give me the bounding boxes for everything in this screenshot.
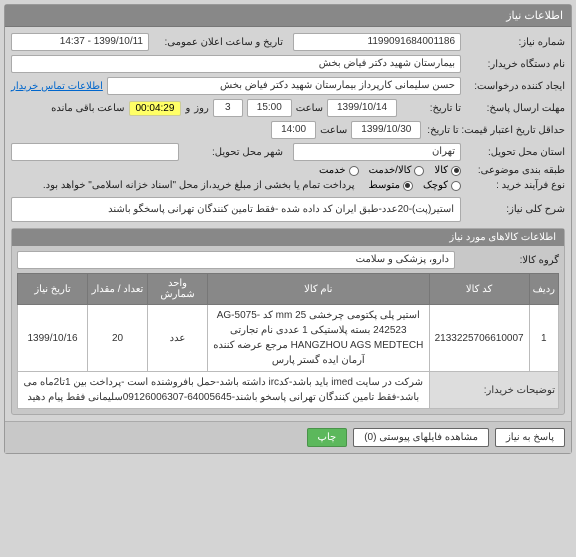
cell-unit: عدد bbox=[148, 305, 208, 372]
radio-dot-icon bbox=[451, 181, 461, 191]
attachments-button[interactable]: مشاهده فایلهای پیوستی (0) bbox=[353, 428, 489, 447]
radio-dot-icon bbox=[414, 166, 424, 176]
button-row: پاسخ به نیاز مشاهده فایلهای پیوستی (0) چ… bbox=[5, 421, 571, 453]
buyer-note-value: شرکت در سایت imed باید باشد-کدirc داشته … bbox=[18, 372, 430, 409]
need-no-value: 1199091684001186 bbox=[293, 33, 461, 51]
radio-small-label: کوچک bbox=[423, 180, 448, 191]
delivery-city-label: شهر محل تحویل: bbox=[183, 147, 283, 158]
category-label: طبقه بندی موضوعی: bbox=[465, 165, 565, 176]
cell-name: استیر پلی پکتومی چرخشی 25 mm کد AG-5075-… bbox=[208, 305, 430, 372]
contact-info-link[interactable]: اطلاعات تماس خریدار bbox=[11, 81, 103, 92]
radio-dot-icon bbox=[451, 166, 461, 176]
cell-need-date: 1399/10/16 bbox=[18, 305, 88, 372]
buyer-org-value: بیمارستان شهید دکتر فیاض بخش bbox=[11, 55, 461, 73]
deadline-valid-label: حداقل تاریخ اعتبار قیمت: تا تاریخ: bbox=[425, 125, 565, 136]
date1-value: 1399/10/14 bbox=[327, 99, 397, 117]
remain-label: ساعت باقی مانده bbox=[51, 103, 124, 114]
public-time-value: 1399/10/11 - 14:37 bbox=[11, 33, 149, 51]
time1-value: 15:00 bbox=[247, 99, 292, 117]
radio-mid[interactable]: متوسط bbox=[369, 180, 413, 191]
table-header-row: ردیف کد کالا نام کالا واحد شمارش تعداد /… bbox=[18, 274, 559, 305]
process-label: نوع فرآیند خرید : bbox=[465, 180, 565, 191]
goods-section-title: اطلاعات کالاهای مورد نیاز bbox=[12, 229, 564, 246]
payment-note: پرداخت تمام یا بخشی از مبلغ خرید،از محل … bbox=[43, 180, 355, 191]
category-radio-group: کالا کالا/خدمت خدمت bbox=[319, 165, 461, 176]
radio-goods-label: کالا bbox=[434, 165, 448, 176]
radio-dot-icon bbox=[403, 181, 413, 191]
print-button[interactable]: چاپ bbox=[307, 428, 348, 447]
col-need-date: تاریخ نیاز bbox=[18, 274, 88, 305]
requester-value: حسن سلیمانی کارپرداز بیمارستان شهید دکتر… bbox=[107, 77, 461, 95]
panel-title: اطلاعات نیاز bbox=[5, 5, 571, 27]
buyer-note-label: توضیحات خریدار: bbox=[429, 372, 558, 409]
until-label-1: تا تاریخ: bbox=[401, 103, 461, 114]
radio-small[interactable]: کوچک bbox=[423, 180, 461, 191]
requester-label: ایجاد کننده درخواست: bbox=[465, 81, 565, 92]
date2-value: 1399/10/30 bbox=[351, 121, 421, 139]
radio-gs-label: کالا/خدمت bbox=[369, 165, 412, 176]
radio-service[interactable]: خدمت bbox=[319, 165, 359, 176]
process-radio-group: کوچک متوسط bbox=[369, 180, 461, 191]
cell-qty: 20 bbox=[88, 305, 148, 372]
cell-code: 2133225706610007 bbox=[429, 305, 529, 372]
radio-mid-label: متوسط bbox=[369, 180, 400, 191]
table-note-row: توضیحات خریدار: شرکت در سایت imed باید ب… bbox=[18, 372, 559, 409]
col-code: کد کالا bbox=[429, 274, 529, 305]
va-label: و bbox=[185, 103, 190, 114]
delivery-city-value bbox=[11, 143, 179, 161]
saat-label-2: ساعت bbox=[320, 125, 347, 136]
radio-dot-icon bbox=[349, 166, 359, 176]
group-value: دارو، پزشکی و سلامت bbox=[17, 251, 455, 269]
time2-value: 14:00 bbox=[271, 121, 316, 139]
deadline-send-label: مهلت ارسال پاسخ: bbox=[465, 103, 565, 114]
delivery-prov-label: استان محل تحویل: bbox=[465, 147, 565, 158]
countdown-timer: 00:04:29 bbox=[129, 101, 182, 116]
desc-label: شرح کلی نیاز: bbox=[465, 204, 565, 215]
radio-goods-service[interactable]: کالا/خدمت bbox=[369, 165, 425, 176]
ruz-label: روز bbox=[194, 103, 209, 114]
reply-button[interactable]: پاسخ به نیاز bbox=[495, 428, 565, 447]
need-no-label: شماره نیاز: bbox=[465, 37, 565, 48]
radio-goods[interactable]: کالا bbox=[434, 165, 461, 176]
cell-row: 1 bbox=[529, 305, 558, 372]
table-row[interactable]: 1 2133225706610007 استیر پلی پکتومی چرخش… bbox=[18, 305, 559, 372]
col-name: نام کالا bbox=[208, 274, 430, 305]
col-unit: واحد شمارش bbox=[148, 274, 208, 305]
saat-label-1: ساعت bbox=[296, 103, 323, 114]
goods-table: ردیف کد کالا نام کالا واحد شمارش تعداد /… bbox=[17, 273, 559, 409]
radio-service-label: خدمت bbox=[319, 165, 346, 176]
need-info-panel: اطلاعات نیاز شماره نیاز: 119909168400118… bbox=[4, 4, 572, 454]
goods-section: اطلاعات کالاهای مورد نیاز گروه کالا: دار… bbox=[11, 228, 565, 415]
delivery-prov-value: تهران bbox=[293, 143, 461, 161]
days-left-value: 3 bbox=[213, 99, 243, 117]
buyer-org-label: نام دستگاه خریدار: bbox=[465, 59, 565, 70]
desc-value: استیر(پت)-20عدد-طبق ایران کد داده شده -ف… bbox=[11, 197, 461, 222]
col-row: ردیف bbox=[529, 274, 558, 305]
group-label: گروه کالا: bbox=[459, 255, 559, 266]
public-time-label: تاریخ و ساعت اعلان عمومی: bbox=[153, 37, 283, 48]
col-qty: تعداد / مقدار bbox=[88, 274, 148, 305]
panel-body: شماره نیاز: 1199091684001186 تاریخ و ساع… bbox=[5, 27, 571, 421]
